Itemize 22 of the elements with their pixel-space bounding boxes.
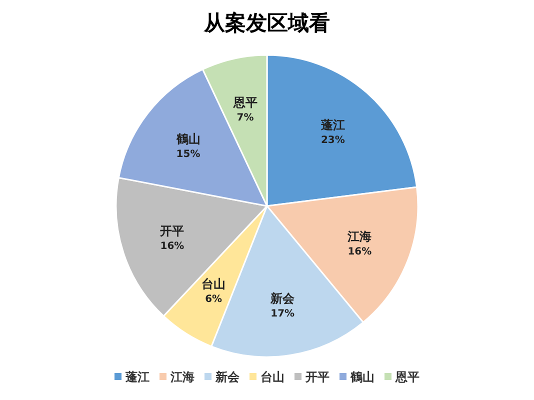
slice-label: 恩平 [232, 96, 258, 110]
data-label: 23% [320, 135, 345, 146]
legend-label: 恩平 [394, 370, 420, 384]
legend-label: 蓬江 [124, 370, 150, 384]
slice-label: 江海 [346, 230, 372, 244]
data-label: 16% [348, 246, 372, 258]
slice-label: 蓬江 [320, 118, 345, 132]
data-label: 7% [236, 112, 254, 124]
slice-label: 鶴山 [175, 132, 200, 146]
legend-label: 新会 [214, 370, 240, 384]
legend-label: 江海 [170, 370, 194, 384]
data-label: 17% [270, 308, 295, 320]
data-label: 6% [205, 294, 222, 306]
slice-label: 台山 [202, 277, 226, 292]
data-label: 15% [176, 148, 200, 160]
chart-title: 从案发区域看 [203, 11, 330, 35]
legend-label: 鶴山 [350, 370, 374, 384]
legend-label: 台山 [260, 370, 284, 384]
slice-label: 开平 [159, 224, 184, 238]
data-label: 16% [160, 240, 184, 252]
legend-label: 开平 [304, 370, 330, 384]
slice-label: 新会 [270, 291, 296, 306]
